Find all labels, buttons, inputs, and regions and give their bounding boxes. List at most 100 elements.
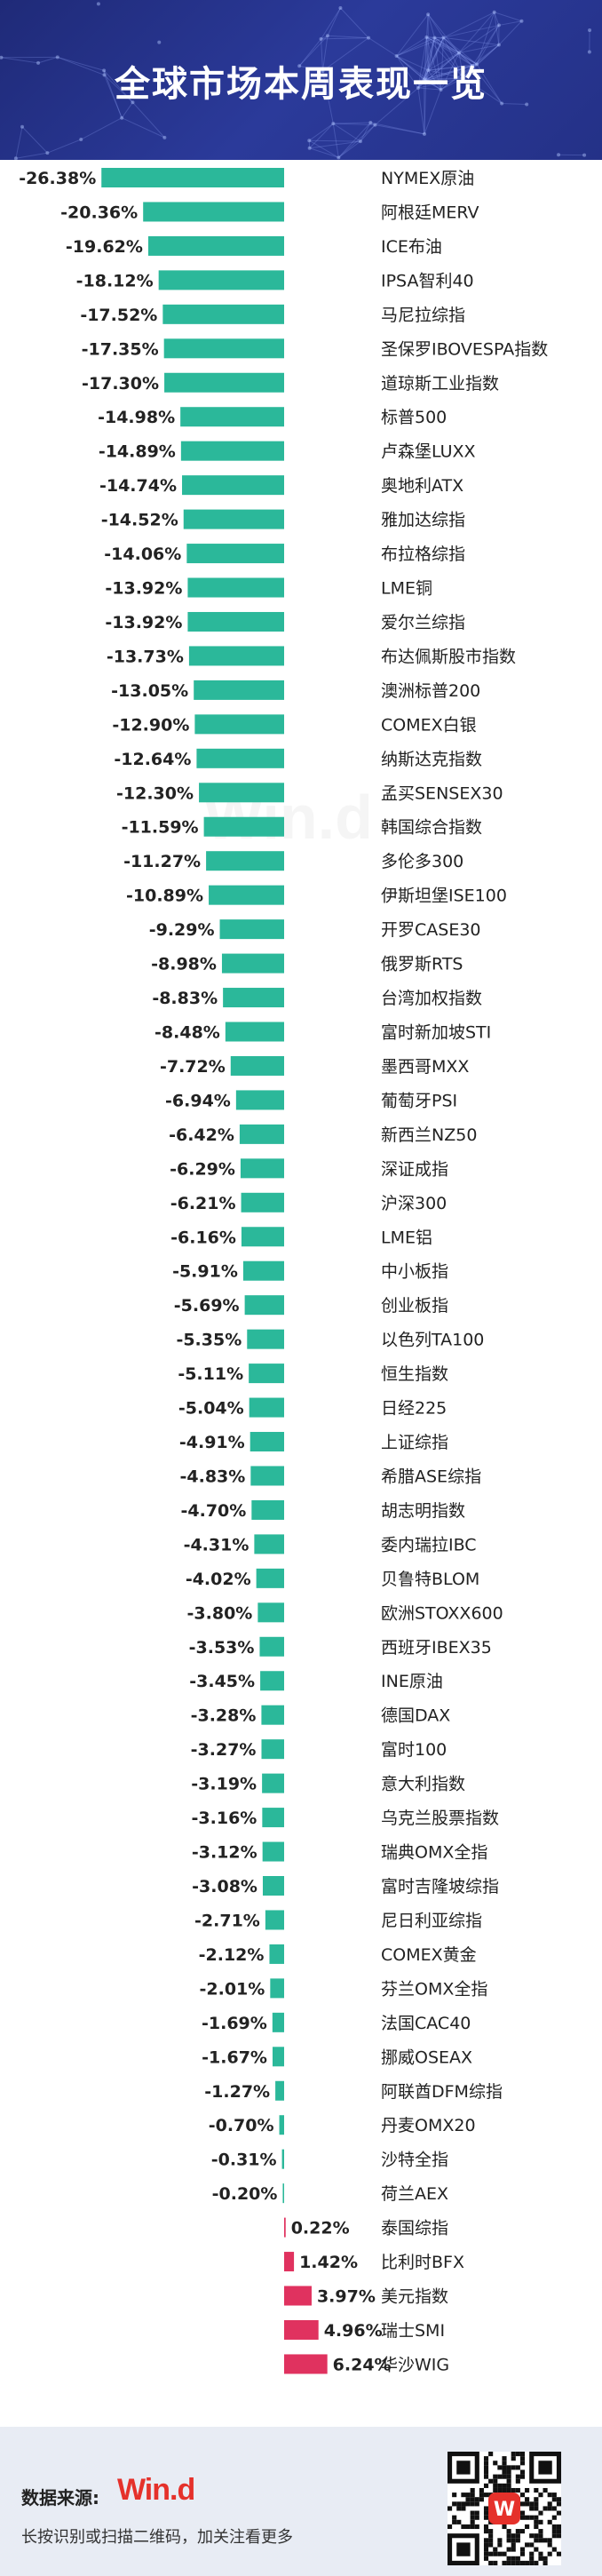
value-label: -14.89%	[99, 442, 176, 462]
category-label: 瑞典OMX全指	[381, 1843, 487, 1863]
value-label: -5.69%	[174, 1296, 240, 1316]
category-label: 贝鲁特BLOM	[381, 1570, 479, 1589]
wind-logo[interactable]: Win.d	[117, 2473, 195, 2507]
bar	[158, 270, 284, 290]
value-label: -3.80%	[187, 1603, 253, 1623]
category-label: 阿联酋DFM综指	[381, 2082, 503, 2102]
category-label: 日经225	[381, 1399, 447, 1419]
value-label: -26.38%	[19, 169, 96, 188]
value-label: 0.22%	[291, 2219, 350, 2238]
value-label: 4.96%	[324, 2321, 383, 2341]
footer-note: 长按识别或扫描二维码，加关注看更多	[21, 2528, 293, 2547]
value-label: -3.16%	[192, 1809, 257, 1828]
value-label: -3.28%	[191, 1706, 257, 1726]
category-label: 富时新加坡STI	[381, 1023, 491, 1043]
value-label: -1.69%	[202, 2014, 267, 2033]
category-label: 墨西哥MXX	[381, 1057, 469, 1077]
category-label: ICE布油	[381, 237, 442, 257]
bar	[241, 1192, 284, 1212]
value-label: -10.89%	[126, 886, 203, 906]
category-label: COMEX白银	[381, 715, 477, 735]
category-label: 标普500	[381, 408, 447, 427]
bar	[284, 2286, 312, 2306]
bar	[147, 235, 284, 256]
category-label: 丹麦OMX20	[381, 2116, 476, 2135]
category-label: 布拉格综指	[381, 545, 465, 564]
qr-code[interactable]: W	[448, 2452, 561, 2565]
bar	[209, 885, 284, 905]
value-label: -2.12%	[199, 1945, 265, 1965]
category-label: 沙特全指	[381, 2151, 448, 2170]
bar	[199, 783, 284, 803]
bar	[235, 1090, 284, 1110]
bar	[203, 816, 284, 837]
qr-badge-icon: W	[494, 2499, 515, 2521]
category-label: 俄罗斯RTS	[381, 955, 463, 974]
bar	[183, 509, 284, 529]
value-label: -8.83%	[152, 989, 218, 1008]
value-label: -14.52%	[101, 511, 178, 530]
value-label: -3.08%	[192, 1877, 257, 1896]
bar	[250, 1432, 284, 1452]
bar	[269, 1944, 284, 1964]
category-label: 芬兰OMX全指	[381, 1979, 487, 1999]
bar	[247, 1329, 284, 1349]
value-label: -2.71%	[194, 1911, 260, 1930]
bar	[262, 1876, 284, 1896]
value-label: -8.98%	[151, 955, 217, 974]
bar	[182, 475, 284, 496]
bar	[240, 1158, 284, 1179]
value-label: -9.29%	[149, 920, 215, 940]
bar	[261, 1739, 284, 1760]
category-label: 胡志明指数	[381, 1501, 465, 1521]
bar	[244, 1295, 284, 1316]
category-label: 恒生指数	[381, 1364, 448, 1384]
value-label: -4.91%	[179, 1433, 245, 1452]
bar	[194, 680, 284, 700]
category-label: 以色列TA100	[381, 1331, 484, 1350]
value-label: -1.27%	[204, 2082, 270, 2102]
header-decorative-pattern	[0, 2, 592, 160]
category-label: 乌克兰股票指数	[381, 1809, 499, 1828]
category-label: 雅加达综指	[381, 511, 465, 530]
bar	[261, 1705, 284, 1725]
value-label: -13.73%	[107, 647, 184, 666]
category-label: 阿根廷MERV	[381, 203, 479, 222]
category-label: 挪威OSEAX	[381, 2047, 472, 2067]
value-label: -5.91%	[172, 1262, 238, 1282]
value-label: 1.42%	[299, 2253, 358, 2272]
bar	[251, 1499, 284, 1520]
category-label: COMEX黄金	[381, 1945, 477, 1965]
value-label: -5.11%	[178, 1364, 243, 1384]
bar	[262, 1841, 284, 1862]
value-label: -7.72%	[160, 1057, 226, 1077]
category-label: 瑞士SMI	[381, 2321, 445, 2341]
header-banner: 全球市场本周表现一览	[0, 0, 602, 160]
value-label: -3.19%	[191, 1775, 257, 1794]
value-label: -17.30%	[82, 374, 159, 394]
value-label: -17.35%	[82, 339, 159, 359]
category-label: IPSA智利40	[381, 271, 474, 290]
category-label: 道琼斯工业指数	[381, 374, 499, 394]
value-label: -8.48%	[154, 1023, 220, 1043]
bar	[249, 1364, 284, 1384]
value-label: -6.21%	[170, 1194, 236, 1213]
category-label: LME铜	[381, 579, 432, 599]
value-label: -18.12%	[76, 271, 154, 290]
value-label: -5.35%	[176, 1331, 242, 1350]
category-label: 多伦多300	[381, 852, 463, 871]
category-label: 卢森堡LUXX	[381, 442, 476, 462]
bar	[250, 1466, 284, 1486]
value-label: -13.05%	[111, 681, 188, 701]
category-label: 意大利指数	[381, 1775, 465, 1794]
bar	[281, 2149, 284, 2169]
category-label: 韩国综合指数	[381, 818, 482, 838]
bar	[239, 1124, 284, 1144]
bar	[206, 851, 284, 871]
footer: 数据来源: Win.d 长按识别或扫描二维码，加关注看更多 W	[0, 2427, 602, 2576]
value-label: -13.92%	[105, 579, 182, 599]
value-label: -0.31%	[211, 2151, 277, 2170]
value-label: -4.31%	[184, 1535, 250, 1554]
bar	[180, 407, 284, 427]
category-label: 爱尔兰综指	[381, 613, 465, 632]
